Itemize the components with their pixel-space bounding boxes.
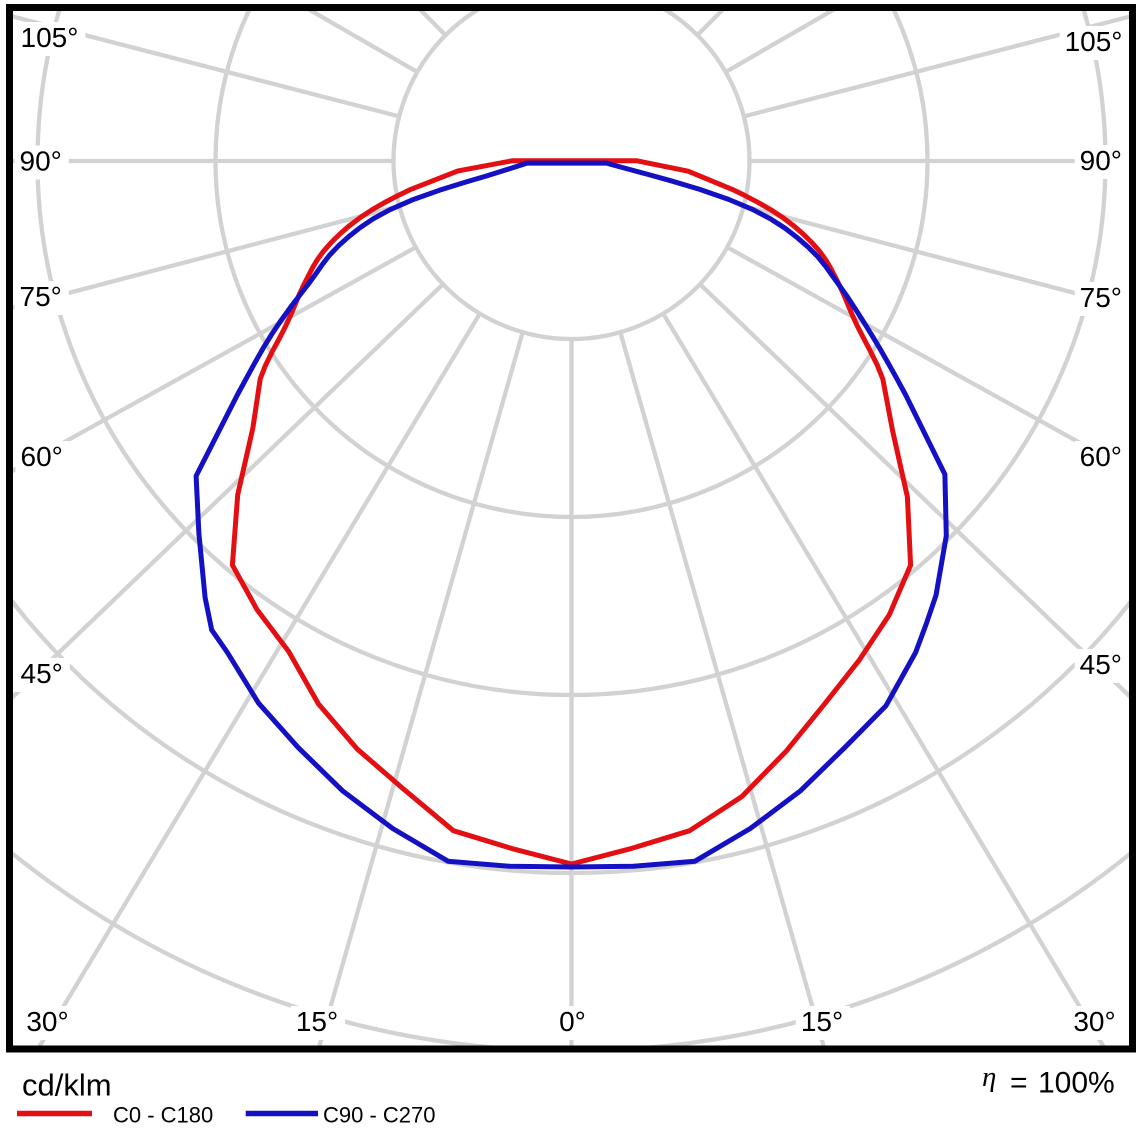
svg-text:45°: 45° bbox=[1080, 649, 1122, 680]
svg-text:0°: 0° bbox=[559, 1006, 586, 1037]
svg-text:15°: 15° bbox=[801, 1006, 843, 1037]
svg-text:90°: 90° bbox=[1080, 145, 1122, 176]
svg-text:η: η bbox=[982, 1061, 996, 1093]
svg-text:90°: 90° bbox=[20, 146, 62, 177]
svg-text:15°: 15° bbox=[296, 1006, 338, 1037]
svg-text:30°: 30° bbox=[26, 1006, 68, 1037]
svg-text:100%: 100% bbox=[1038, 1067, 1115, 1100]
svg-text:45°: 45° bbox=[21, 658, 63, 689]
svg-text:30°: 30° bbox=[1073, 1006, 1115, 1037]
svg-text:105°: 105° bbox=[1065, 26, 1123, 57]
svg-text:C0 - C180: C0 - C180 bbox=[113, 1103, 213, 1128]
svg-text:75°: 75° bbox=[20, 281, 62, 312]
svg-text:75°: 75° bbox=[1080, 282, 1122, 313]
svg-text:60°: 60° bbox=[21, 441, 63, 472]
svg-text:cd/klm: cd/klm bbox=[22, 1068, 112, 1103]
svg-text:60°: 60° bbox=[1080, 441, 1122, 472]
svg-text:105°: 105° bbox=[21, 22, 79, 53]
svg-text:=: = bbox=[1010, 1067, 1028, 1100]
svg-text:C90 - C270: C90 - C270 bbox=[323, 1103, 436, 1128]
